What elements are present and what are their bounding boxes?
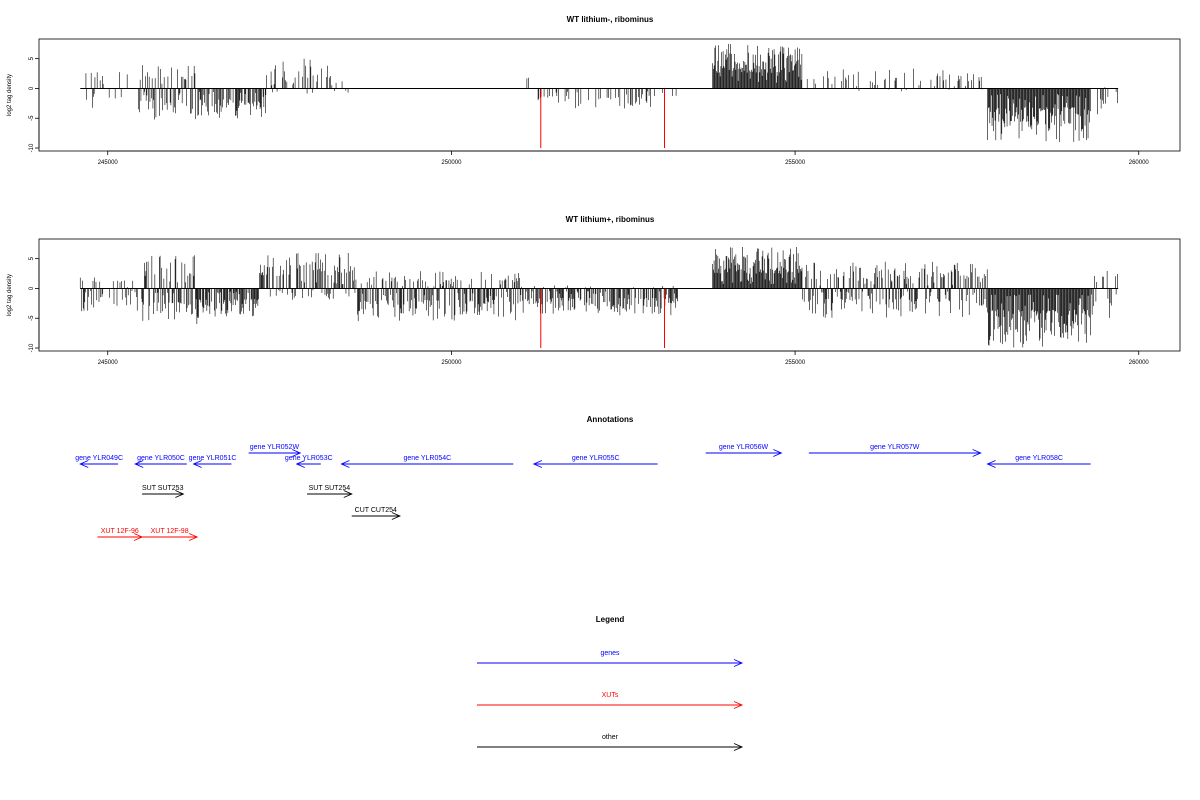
annotation-feature: gene YLR051C xyxy=(189,455,237,468)
x-tick-label: 255000 xyxy=(785,160,806,166)
track-panel-lithium-minus: WT lithium-, ribominus 5 0 -5 -10 245000 250… xyxy=(7,15,1180,166)
feature-label: XUT 12F-98 xyxy=(151,528,189,535)
y-axis-label: log2 tag density xyxy=(7,274,13,316)
figure: WT lithium-, ribominus 5 0 -5 -10 245000 250… xyxy=(0,0,1200,800)
y-tick-label: 0 xyxy=(29,86,35,90)
x-tick-label: 245000 xyxy=(98,360,119,366)
bars xyxy=(86,44,1118,142)
annotation-feature: gene YLR058C xyxy=(988,455,1091,468)
y-tick-label: 0 xyxy=(29,286,35,290)
feature-label: SUT SUT253 xyxy=(142,485,184,492)
y-tick-label: -5 xyxy=(29,315,35,321)
y-tick-label: 5 xyxy=(29,256,35,260)
x-tick-label: 250000 xyxy=(441,160,462,166)
x-tick-label: 260000 xyxy=(1129,160,1150,166)
annotations-title: Annotations xyxy=(587,415,634,424)
y-tick-label: -10 xyxy=(29,343,35,352)
bars xyxy=(80,247,1117,347)
feature-label: gene YLR055C xyxy=(572,455,620,462)
legend-entry: XUTs xyxy=(477,692,742,709)
panel-title: WT lithium-, ribominus xyxy=(567,15,654,24)
y-tick-label: -10 xyxy=(29,143,35,152)
annotation-feature: CUT CUT254 xyxy=(352,507,400,520)
legend-label: genes xyxy=(600,650,620,657)
x-tick-label: 250000 xyxy=(441,360,462,366)
feature-label: gene YLR056W xyxy=(719,444,769,451)
feature-label: gene YLR053C xyxy=(285,455,333,462)
annotation-feature: gene YLR054C xyxy=(341,455,513,468)
annotation-feature: gene YLR050C xyxy=(135,455,187,468)
annotation-features: gene YLR049C gene YLR050C gene YLR051C gene… xyxy=(75,444,1090,541)
annotation-feature: gene YLR053C xyxy=(285,455,333,468)
legend-label: XUTs xyxy=(602,692,619,699)
annotation-feature: gene YLR049C xyxy=(75,455,123,468)
feature-label: gene YLR052W xyxy=(250,444,300,451)
track-panel-lithium-plus: WT lithium+, ribominus 5 0 -5 -10 245000 250… xyxy=(7,215,1180,366)
feature-label: gene YLR051C xyxy=(189,455,237,462)
legend-entries: genes XUTs other xyxy=(477,650,742,751)
y-tick-label: 5 xyxy=(29,56,35,60)
x-tick-label: 255000 xyxy=(785,360,806,366)
feature-label: gene YLR057W xyxy=(870,444,920,451)
feature-label: gene YLR058C xyxy=(1015,455,1063,462)
panel-title: WT lithium+, ribominus xyxy=(566,215,655,224)
x-axis: 245000 250000 255000 260000 xyxy=(98,351,1150,366)
annotation-feature: XUT 12F-96 xyxy=(97,528,142,541)
feature-label: gene YLR054C xyxy=(403,455,451,462)
annotations-panel: Annotations gene YLR049C gene YLR050C gene… xyxy=(75,415,1090,541)
annotation-feature: gene YLR056W xyxy=(706,444,782,457)
feature-label: SUT SUT254 xyxy=(309,485,351,492)
legend-entry: other xyxy=(477,734,742,751)
y-axis-label: log2 tag density xyxy=(7,74,13,116)
annotation-feature: XUT 12F-98 xyxy=(142,528,197,541)
y-axis: 5 0 -5 -10 xyxy=(29,56,39,152)
y-axis: 5 0 -5 -10 xyxy=(29,256,39,352)
feature-label: CUT CUT254 xyxy=(355,507,397,514)
annotation-feature: gene YLR057W xyxy=(809,444,981,457)
legend-entry: genes xyxy=(477,650,742,667)
feature-label: gene YLR050C xyxy=(137,455,185,462)
x-tick-label: 260000 xyxy=(1129,360,1150,366)
plot-frame xyxy=(39,39,1180,151)
feature-label: gene YLR049C xyxy=(75,455,123,462)
y-tick-label: -5 xyxy=(29,115,35,121)
legend-title: Legend xyxy=(596,615,625,624)
annotation-feature: gene YLR055C xyxy=(534,455,658,468)
legend-label: other xyxy=(602,734,619,741)
annotation-feature: SUT SUT254 xyxy=(307,485,352,498)
legend-panel: Legend genes XUTs other xyxy=(477,615,742,751)
annotation-feature: SUT SUT253 xyxy=(142,485,184,498)
feature-label: XUT 12F-96 xyxy=(101,528,139,535)
x-axis: 245000 250000 255000 260000 xyxy=(98,151,1150,166)
x-tick-label: 245000 xyxy=(98,160,119,166)
